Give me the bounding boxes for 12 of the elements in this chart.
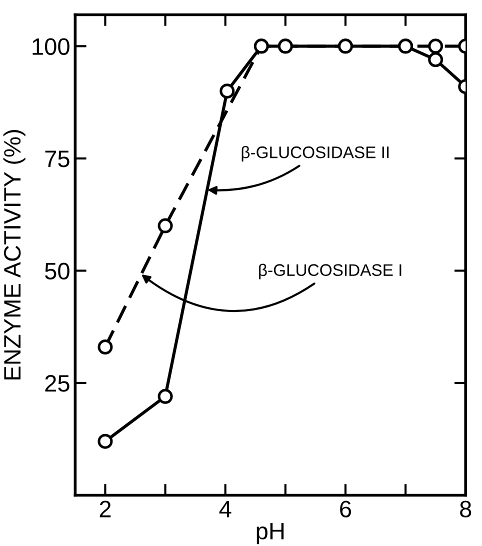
y-tick-label: 25 xyxy=(45,375,70,392)
x-axis-title: pH xyxy=(256,522,284,544)
y-tick-label: 100 xyxy=(32,38,70,55)
x-tick-label: 2 xyxy=(100,500,111,518)
y-tick-label: 50 xyxy=(45,262,70,280)
x-tick-label: 4 xyxy=(219,500,232,518)
x-tick-label: 6 xyxy=(340,500,352,518)
annotation: β-GLUCOSIDASE I xyxy=(259,264,402,280)
y-tick-label: 75 xyxy=(45,150,70,168)
annotation: β-GLUCOSIDASE II xyxy=(242,146,389,162)
x-tick-label: 8 xyxy=(460,500,472,518)
y-axis-title: ENZYME ACTIVITY (%) xyxy=(3,130,26,380)
